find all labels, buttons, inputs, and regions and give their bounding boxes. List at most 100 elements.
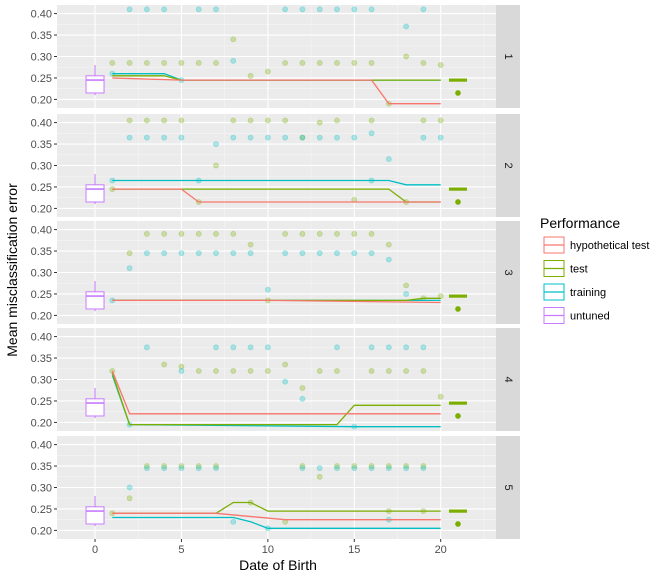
training-point <box>420 134 427 141</box>
test-point <box>178 60 185 66</box>
test-point <box>282 230 289 237</box>
training-point <box>385 344 392 351</box>
facet-strip-label: 2 <box>502 162 514 168</box>
test-point <box>420 117 427 124</box>
test-point <box>143 463 150 469</box>
test-point <box>247 368 254 374</box>
training-point <box>230 134 237 141</box>
training-point <box>143 344 150 351</box>
test-point <box>126 60 133 66</box>
training-point <box>247 134 254 141</box>
training-point <box>334 134 340 141</box>
test-summary-point <box>455 306 461 312</box>
test-point <box>351 230 358 237</box>
test-point <box>368 230 375 237</box>
y-tick-label: 0.30 <box>31 483 52 495</box>
training-point <box>143 250 150 257</box>
test-point <box>368 117 375 124</box>
training-point <box>230 344 237 351</box>
training-point <box>299 465 306 472</box>
training-point <box>213 344 219 351</box>
training-point <box>385 465 392 472</box>
y-tick-label: 0.20 <box>31 525 52 537</box>
legend-label: hypothetical test <box>570 240 650 252</box>
hypothetical-test-line <box>112 77 441 105</box>
y-tick-label: 0.30 <box>31 268 52 280</box>
training-point <box>161 465 168 472</box>
test-point <box>299 463 306 469</box>
facet-strip <box>496 328 520 431</box>
hypothetical-test-line <box>112 512 441 521</box>
training-point <box>403 465 410 472</box>
y-tick-label: 0.35 <box>31 30 52 42</box>
training-point <box>126 6 133 13</box>
test-point <box>437 62 444 68</box>
training-point <box>161 250 168 257</box>
training-point <box>334 6 340 13</box>
test-point <box>161 463 168 469</box>
training-point <box>213 6 219 13</box>
training-point <box>385 256 392 263</box>
y-tick-label: 0.40 <box>31 118 52 130</box>
training-point <box>126 265 133 272</box>
x-tick-label: 5 <box>178 544 184 556</box>
y-tick-label: 0.20 <box>31 310 52 322</box>
test-point <box>420 60 427 66</box>
test-point <box>385 463 392 469</box>
training-point <box>282 134 289 141</box>
training-point <box>213 250 219 257</box>
y-tick-label: 0.35 <box>31 139 52 151</box>
training-point <box>195 250 202 257</box>
test-point <box>403 282 410 289</box>
y-tick-label: 0.35 <box>31 246 52 258</box>
panel-2: 0.20 0.25 0.30 0.35 0.40 2 <box>31 114 520 217</box>
test-point <box>161 230 168 237</box>
training-point <box>282 6 289 13</box>
test-point <box>264 68 271 75</box>
training-point <box>195 465 202 472</box>
test-point <box>143 60 150 66</box>
training-line <box>112 179 441 186</box>
axes-layer: Date of Birth Mean misclassification err… <box>4 183 317 573</box>
test-point <box>109 60 116 66</box>
training-point <box>351 250 358 257</box>
untuned-box <box>85 398 105 417</box>
test-point <box>437 117 444 124</box>
facet-strip <box>496 221 520 324</box>
legend-title: Performance <box>540 215 620 231</box>
legend-entry-train: training <box>543 283 606 301</box>
test-point <box>420 463 427 469</box>
test-point <box>316 119 323 126</box>
y-tick-label: 0.40 <box>31 9 52 21</box>
training-point <box>282 378 289 385</box>
training-point <box>351 134 358 141</box>
legend-label: untuned <box>570 311 610 323</box>
training-point <box>126 484 133 491</box>
test-point <box>403 463 410 469</box>
test-point <box>437 393 444 400</box>
legend-entry-untuned: untuned <box>543 307 610 324</box>
test-point <box>213 162 219 169</box>
test-point <box>316 473 323 480</box>
legend-entry-test: test <box>543 260 588 277</box>
untuned-box <box>85 506 105 525</box>
training-point <box>178 250 185 257</box>
test-summary-box <box>448 187 467 191</box>
test-point <box>334 463 340 469</box>
test-point <box>351 60 358 66</box>
y-tick-label: 0.25 <box>31 504 52 516</box>
test-point <box>403 53 410 60</box>
test-point <box>230 230 237 237</box>
test-point <box>195 60 202 66</box>
x-axis-title: Date of Birth <box>239 557 317 573</box>
panel-4: 0.20 0.25 0.30 0.35 0.40 4 <box>31 328 520 431</box>
training-point <box>230 250 237 257</box>
test-point <box>282 60 289 66</box>
y-tick-label: 0.20 <box>31 417 52 429</box>
training-point <box>161 134 168 141</box>
y-tick-label: 0.20 <box>31 94 52 106</box>
training-point <box>368 6 375 13</box>
test-point <box>247 72 254 79</box>
test-point <box>161 60 168 66</box>
